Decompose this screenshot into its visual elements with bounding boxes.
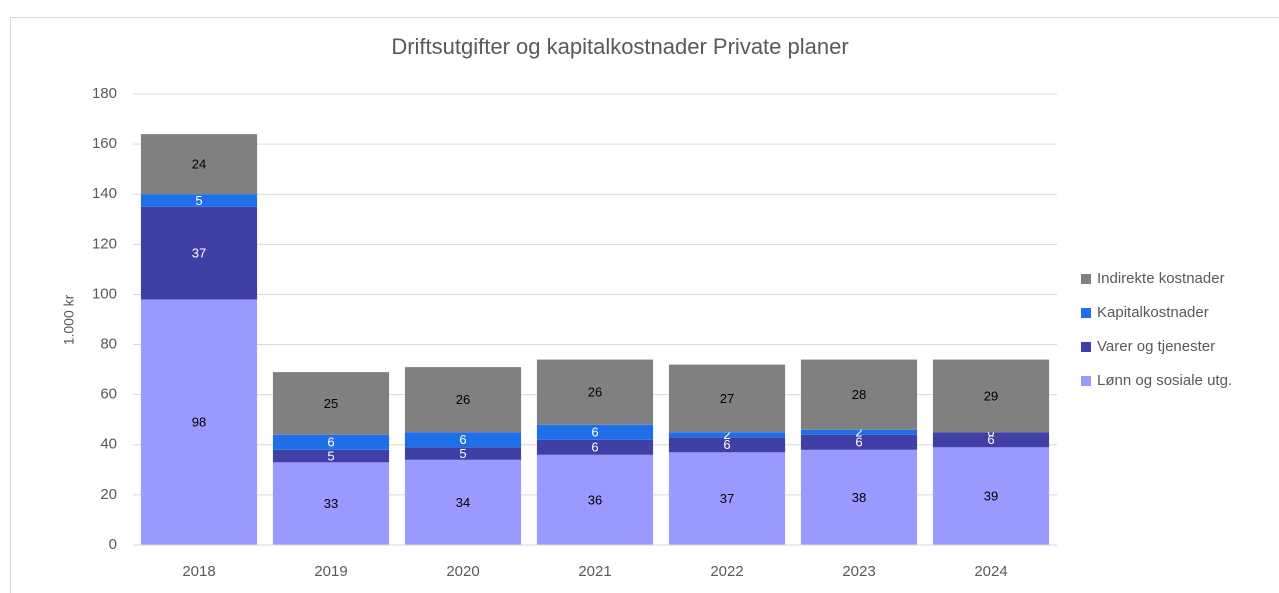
- data-label: 6: [327, 435, 334, 450]
- bar-segment: [404, 459, 522, 545]
- data-label: 29: [984, 388, 998, 403]
- bar-segment: [272, 462, 390, 545]
- bar-segment: [800, 434, 918, 450]
- bar-segment: [404, 432, 522, 448]
- x-tick-label: 2024: [974, 563, 1007, 580]
- bar-segment: [272, 449, 390, 463]
- bar-segment: [536, 359, 654, 425]
- chart-title: Driftsutgifter og kapitalkostnader Priva…: [391, 34, 848, 59]
- y-tick-label: 60: [100, 386, 117, 403]
- data-label: 33: [324, 496, 338, 511]
- data-label: 6: [855, 435, 862, 450]
- x-tick-label: 2018: [182, 563, 215, 580]
- bar-segment: [668, 364, 786, 433]
- bar-segment: [932, 432, 1050, 448]
- data-label: 39: [984, 489, 998, 504]
- data-label: 37: [720, 491, 734, 506]
- y-tick-label: 160: [92, 135, 117, 152]
- legend-swatch: [1081, 342, 1091, 352]
- legend-label: Indirekte kostnader: [1097, 270, 1225, 287]
- data-label: 34: [456, 495, 470, 510]
- bar-segment: [932, 447, 1050, 545]
- bar-segment: [668, 432, 786, 438]
- data-label: 37: [192, 246, 206, 261]
- data-label: 6: [459, 432, 466, 447]
- bar-segment: [140, 134, 258, 195]
- x-tick-label: 2019: [314, 563, 347, 580]
- bar-segment: [404, 367, 522, 433]
- data-label: 25: [324, 396, 338, 411]
- data-label: 24: [192, 157, 206, 172]
- y-tick-label: 0: [109, 536, 117, 553]
- legend-swatch: [1081, 308, 1091, 318]
- data-label: 98: [192, 415, 206, 430]
- legend-swatch: [1081, 376, 1091, 386]
- bar-segment: [536, 454, 654, 545]
- y-tick-label: 40: [100, 436, 117, 453]
- bar-segment: [536, 439, 654, 455]
- x-tick-label: 2023: [842, 563, 875, 580]
- legend-swatch: [1081, 274, 1091, 284]
- data-label: 5: [195, 193, 202, 208]
- y-tick-label: 140: [92, 185, 117, 202]
- data-label: 38: [852, 490, 866, 505]
- data-label: 27: [720, 391, 734, 406]
- x-tick-label: 2022: [710, 563, 743, 580]
- y-axis-label: 1.000 kr: [61, 294, 77, 345]
- data-label: 5: [459, 446, 466, 461]
- legend-label: Lønn og sosiale utg.: [1097, 372, 1232, 389]
- data-label: 6: [591, 425, 598, 440]
- y-tick-label: 120: [92, 235, 117, 252]
- bar-segment: [140, 206, 258, 300]
- bar-segment: [668, 437, 786, 453]
- x-tick-label: 2020: [446, 563, 479, 580]
- bar-segment: [932, 359, 1050, 433]
- bar-segment: [536, 424, 654, 440]
- y-tick-label: 180: [92, 85, 117, 102]
- data-label: 2: [855, 425, 862, 440]
- data-label: 6: [723, 437, 730, 452]
- data-label: 6: [591, 440, 598, 455]
- data-label: 28: [852, 387, 866, 402]
- bar-segment: [800, 359, 918, 430]
- bar-segment: [668, 452, 786, 545]
- data-label: 5: [327, 448, 334, 463]
- data-label: 6: [987, 432, 994, 447]
- bar-segment: [800, 449, 918, 545]
- legend-label: Kapitalkostnader: [1097, 304, 1209, 321]
- y-tick-label: 20: [100, 486, 117, 503]
- legend-label: Varer og tjenester: [1097, 338, 1215, 355]
- bar-segment: [800, 429, 918, 435]
- bar-segment: [272, 372, 390, 435]
- bar-segment: [404, 447, 522, 460]
- data-label: 2: [723, 427, 730, 442]
- y-tick-label: 100: [92, 285, 117, 302]
- data-label: 26: [456, 392, 470, 407]
- y-tick-label: 80: [100, 336, 117, 353]
- x-tick-label: 2021: [578, 563, 611, 580]
- bar-segment: [272, 434, 390, 450]
- data-label: 36: [588, 492, 602, 507]
- bar-segment: [140, 299, 258, 545]
- data-label: 26: [588, 385, 602, 400]
- bar-segment: [140, 194, 258, 207]
